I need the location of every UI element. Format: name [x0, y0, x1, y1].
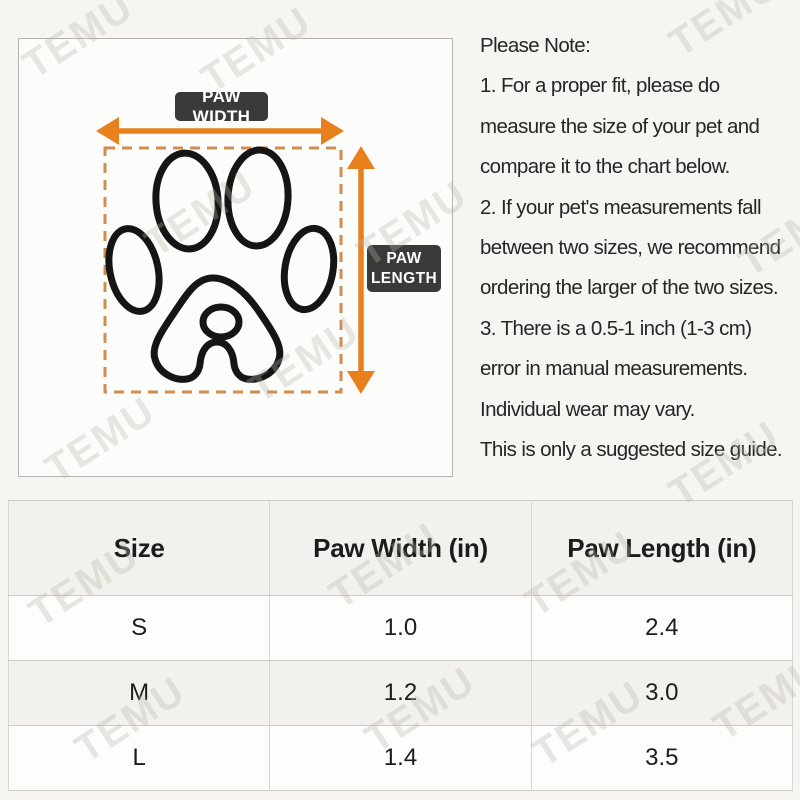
cell-paw-width: 1.0 — [269, 595, 532, 661]
note-line: error in manual measurements. — [480, 357, 748, 381]
cell-size: M — [7, 660, 271, 726]
size-chart: Size Paw Width (in) Paw Length (in) S 1.… — [7, 500, 794, 791]
column-header-paw-width: Paw Width (in) — [269, 500, 532, 596]
table-row-size-m: M 1.2 3.0 — [7, 660, 794, 726]
note-line: ordering the larger of the two sizes. — [480, 276, 779, 300]
cell-paw-length: 3.0 — [530, 660, 794, 726]
column-header-paw-length: Paw Length (in) — [530, 500, 794, 596]
cell-size: S — [7, 595, 271, 661]
note-line: measure the size of your pet and — [480, 114, 760, 138]
cell-size: L — [7, 725, 271, 791]
note-line: 1. For a proper fit, please do — [480, 74, 720, 98]
note-line: compare it to the chart below. — [480, 155, 730, 179]
cell-paw-width: 1.2 — [269, 660, 532, 726]
note-line: 3. There is a 0.5-1 inch (1-3 cm) — [480, 316, 752, 340]
cell-paw-length: 2.4 — [530, 595, 794, 661]
cell-paw-length: 3.5 — [530, 725, 794, 791]
note-line: Individual wear may vary. — [480, 397, 695, 421]
note-line: between two sizes, we recommend — [480, 235, 781, 259]
please-note-section: Please Note: 1. For a proper fit, please… — [480, 26, 800, 470]
cell-paw-width: 1.4 — [269, 725, 532, 791]
note-line: This is only a suggested size guide. — [480, 437, 783, 461]
paw-length-label: PAW LENGTH — [367, 245, 441, 292]
size-chart-table: Size Paw Width (in) Paw Length (in) S 1.… — [7, 500, 794, 791]
note-heading: Please Note: — [480, 34, 591, 57]
note-line: 2. If your pet's measurements fall — [480, 195, 762, 219]
table-row-size-l: L 1.4 3.5 — [7, 725, 794, 791]
size-chart-header-row: Size Paw Width (in) Paw Length (in) — [7, 500, 794, 596]
column-header-size: Size — [7, 500, 271, 596]
paw-width-label: PAW WIDTH — [175, 87, 268, 126]
table-row-size-s: S 1.0 2.4 — [7, 595, 794, 661]
